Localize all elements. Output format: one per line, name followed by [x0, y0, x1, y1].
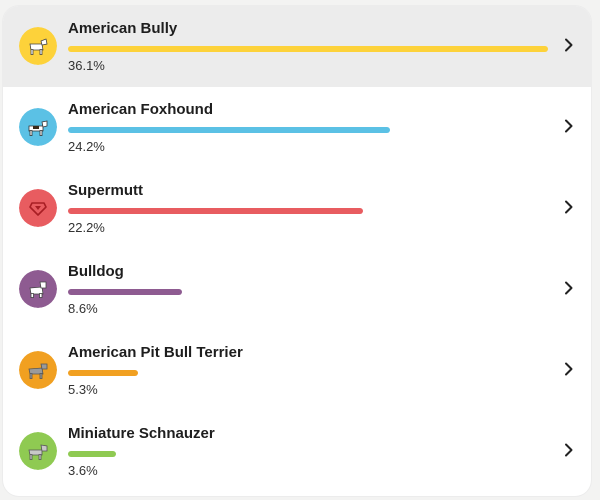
breed-name: American Pit Bull Terrier: [68, 344, 243, 361]
breed-percentage: 22.2%: [68, 220, 105, 235]
percentage-bar: [68, 46, 548, 52]
american-pit-bull-terrier-avatar: [19, 351, 57, 389]
breed-row-american-pit-bull-terrier[interactable]: American Pit Bull Terrier 5.3%: [3, 330, 591, 411]
chevron-right-icon[interactable]: [561, 37, 577, 53]
breed-percentage: 3.6%: [68, 463, 98, 478]
breed-row-american-foxhound[interactable]: American Foxhound 24.2%: [3, 87, 591, 168]
supermutt-avatar: [19, 189, 57, 227]
breed-percentage: 5.3%: [68, 382, 98, 397]
breed-list-card: American Bully 36.1% American Foxhound 2…: [3, 6, 591, 496]
percentage-bar: [68, 208, 363, 214]
miniature-schnauzer-avatar: [19, 432, 57, 470]
chevron-right-icon[interactable]: [561, 280, 577, 296]
american-foxhound-avatar: [19, 108, 57, 146]
breed-row-miniature-schnauzer[interactable]: Miniature Schnauzer 3.6%: [3, 411, 591, 492]
breed-name: Miniature Schnauzer: [68, 425, 215, 442]
breed-name: American Bully: [68, 20, 178, 37]
breed-name: American Foxhound: [68, 101, 214, 118]
chevron-right-icon[interactable]: [561, 199, 577, 215]
breed-row-supermutt[interactable]: Supermutt 22.2%: [3, 168, 591, 249]
dog-icon: [19, 108, 57, 146]
percentage-bar: [68, 289, 182, 295]
american-bully-avatar: [19, 27, 57, 65]
breed-percentage: 24.2%: [68, 139, 105, 154]
dog-icon: [19, 270, 57, 308]
percentage-bar: [68, 127, 390, 133]
breed-percentage: 8.6%: [68, 301, 98, 316]
dog-icon: [19, 27, 57, 65]
breed-name: Supermutt: [68, 182, 143, 199]
percentage-bar: [68, 370, 138, 376]
breed-percentage: 36.1%: [68, 58, 105, 73]
bulldog-avatar: [19, 270, 57, 308]
dog-icon: [19, 432, 57, 470]
supermutt-badge-icon: [19, 189, 57, 227]
breed-name: Bulldog: [68, 263, 124, 280]
dog-icon: [19, 351, 57, 389]
chevron-right-icon[interactable]: [561, 442, 577, 458]
breed-row-bulldog[interactable]: Bulldog 8.6%: [3, 249, 591, 330]
percentage-bar: [68, 451, 116, 457]
chevron-right-icon[interactable]: [561, 361, 577, 377]
chevron-right-icon[interactable]: [561, 118, 577, 134]
breed-row-american-bully[interactable]: American Bully 36.1%: [3, 6, 591, 87]
